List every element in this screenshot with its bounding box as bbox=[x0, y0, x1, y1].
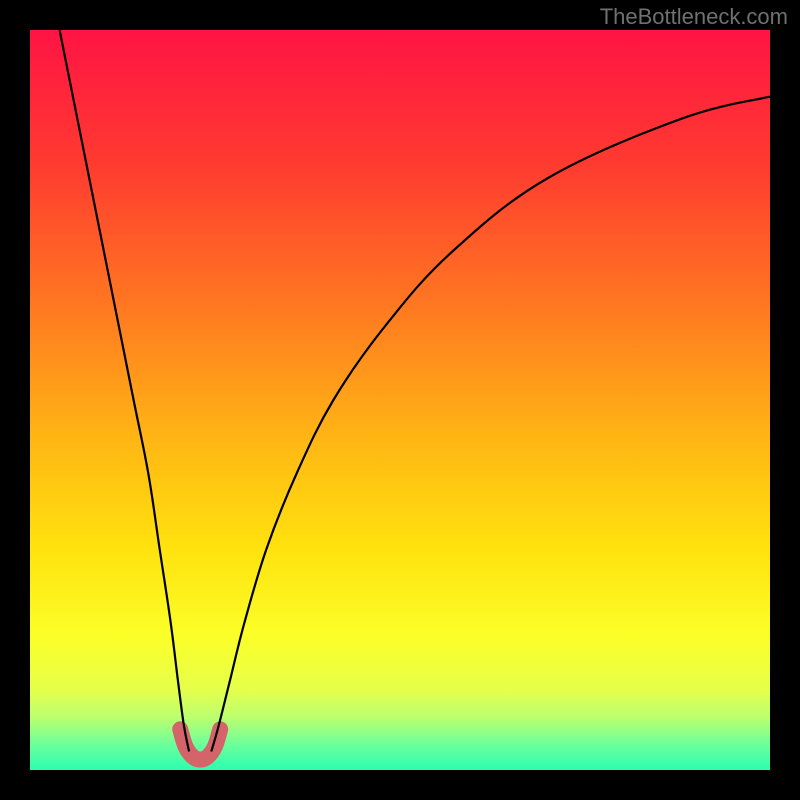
watermark-label: TheBottleneck.com bbox=[600, 4, 788, 30]
plot-background bbox=[30, 30, 770, 770]
chart-frame: TheBottleneck.com bbox=[0, 0, 800, 800]
bottleneck-chart bbox=[0, 0, 800, 800]
